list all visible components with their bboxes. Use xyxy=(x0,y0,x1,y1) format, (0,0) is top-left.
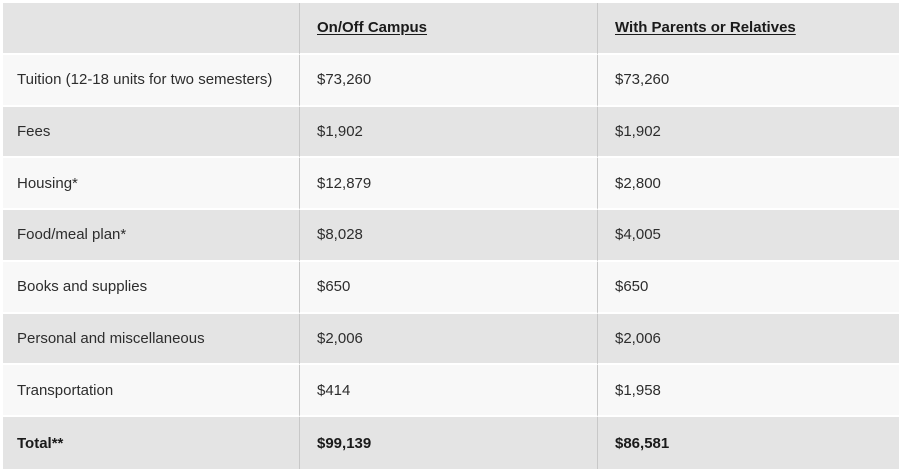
header-cell-with-parents: With Parents or Relatives xyxy=(597,3,899,55)
total-label: Total** xyxy=(3,417,299,469)
value-on-off-campus: $8,028 xyxy=(299,210,597,262)
value-with-parents: $4,005 xyxy=(597,210,899,262)
row-label: Housing* xyxy=(3,158,299,211)
cost-of-attendance-table: On/Off Campus With Parents or Relatives … xyxy=(3,3,899,469)
table-row-housing: Housing* $12,879 $2,800 xyxy=(3,158,899,211)
value-with-parents: $650 xyxy=(597,261,899,314)
value-on-off-campus: $650 xyxy=(299,261,597,314)
table-row-food-meal-plan: Food/meal plan* $8,028 $4,005 xyxy=(3,210,899,262)
column-header-on-off-campus-link[interactable]: On/Off Campus xyxy=(317,19,428,37)
row-label: Personal and miscellaneous xyxy=(3,313,299,366)
table-row-tuition: Tuition (12-18 units for two semesters) … xyxy=(3,54,899,107)
value-on-off-campus: $1,902 xyxy=(299,106,597,159)
table-row-personal-misc: Personal and miscellaneous $2,006 $2,006 xyxy=(3,313,899,366)
table-header-row: On/Off Campus With Parents or Relatives xyxy=(3,3,899,55)
value-with-parents: $2,006 xyxy=(597,313,899,366)
row-label: Food/meal plan* xyxy=(3,210,299,262)
value-with-parents: $1,902 xyxy=(597,106,899,159)
value-on-off-campus: $73,260 xyxy=(299,54,597,107)
column-header-with-parents-link[interactable]: With Parents or Relatives xyxy=(615,19,796,37)
table-row-fees: Fees $1,902 $1,902 xyxy=(3,106,899,159)
table-row-transportation: Transportation $414 $1,958 xyxy=(3,365,899,418)
row-label: Transportation xyxy=(3,365,299,418)
value-on-off-campus: $2,006 xyxy=(299,313,597,366)
header-empty-cell xyxy=(3,3,299,55)
header-cell-on-off-campus: On/Off Campus xyxy=(299,3,597,55)
total-on-off-campus: $99,139 xyxy=(299,417,597,469)
table-total-row: Total** $99,139 $86,581 xyxy=(3,417,899,469)
table-row-books-supplies: Books and supplies $650 $650 xyxy=(3,261,899,314)
value-with-parents: $73,260 xyxy=(597,54,899,107)
row-label: Tuition (12-18 units for two semesters) xyxy=(3,54,299,107)
value-with-parents: $2,800 xyxy=(597,158,899,211)
row-label: Fees xyxy=(3,106,299,159)
row-label: Books and supplies xyxy=(3,261,299,314)
value-on-off-campus: $12,879 xyxy=(299,158,597,211)
value-with-parents: $1,958 xyxy=(597,365,899,418)
value-on-off-campus: $414 xyxy=(299,365,597,418)
total-with-parents: $86,581 xyxy=(597,417,899,469)
